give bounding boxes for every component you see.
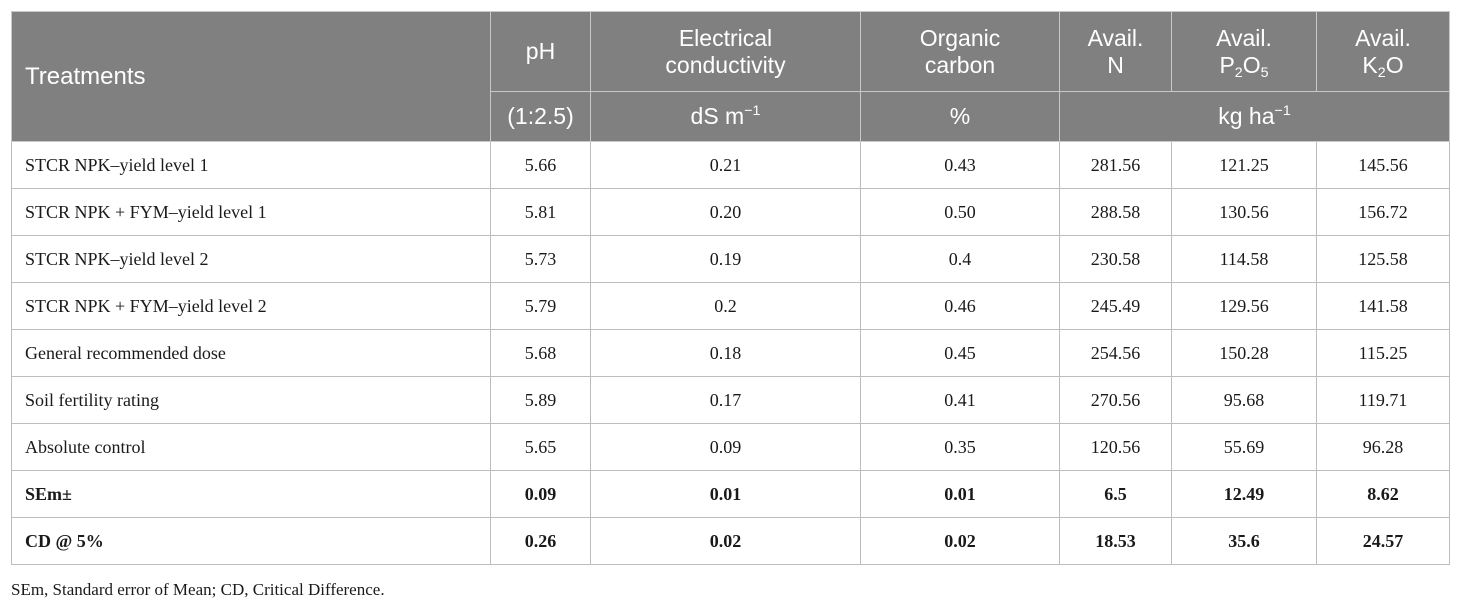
avail-n-line2: N: [1107, 51, 1124, 78]
table-footnote: SEm, Standard error of Mean; CD, Critica…: [11, 580, 385, 599]
cell-avail-p2o5: 95.68: [1171, 376, 1317, 424]
table-row: STCR NPK–yield level 2 5.73 0.19 0.4 230.58 1…: [11, 235, 1450, 283]
cell-avail-k2o: 24.57: [1316, 517, 1450, 565]
cell-oc: 0.43: [860, 141, 1060, 189]
p2o5-formula: P2O5: [1219, 51, 1269, 81]
table-row: SEm± 0.09 0.01 0.01 6.5 12.49 8.62: [11, 470, 1450, 518]
soil-properties-table: Treatments pH Electrical conductivity Or…: [11, 11, 1450, 565]
table-row: STCR NPK–yield level 1 5.66 0.21 0.43 281.56…: [11, 141, 1450, 189]
cell-avail-n: 281.56: [1059, 141, 1172, 189]
cell-ec: 0.20: [590, 188, 861, 236]
cell-avail-n: 230.58: [1059, 235, 1172, 283]
cell-ph: 5.81: [490, 188, 591, 236]
cell-oc: 0.45: [860, 329, 1060, 377]
cell-avail-n: 288.58: [1059, 188, 1172, 236]
cell-treatment: STCR NPK + FYM–yield level 2: [11, 282, 491, 330]
cell-avail-k2o: 145.56: [1316, 141, 1450, 189]
avail-p-line1: Avail.: [1216, 24, 1272, 51]
cell-avail-n: 6.5: [1059, 470, 1172, 518]
cell-avail-p2o5: 35.6: [1171, 517, 1317, 565]
cell-avail-n: 270.56: [1059, 376, 1172, 424]
cell-oc: 0.4: [860, 235, 1060, 283]
cell-ph: 5.89: [490, 376, 591, 424]
cell-avail-p2o5: 114.58: [1171, 235, 1317, 283]
cell-treatment: STCR NPK–yield level 2: [11, 235, 491, 283]
cell-ph: 5.73: [490, 235, 591, 283]
cell-treatment: Soil fertility rating: [11, 376, 491, 424]
table-body: STCR NPK–yield level 1 5.66 0.21 0.43 281.56…: [11, 141, 1450, 565]
cell-avail-k2o: 96.28: [1316, 423, 1450, 471]
cell-avail-p2o5: 121.25: [1171, 141, 1317, 189]
cell-treatment: SEm±: [11, 470, 491, 518]
cell-ec: 0.17: [590, 376, 861, 424]
table-row: Soil fertility rating 5.89 0.17 0.41 270.56 9…: [11, 376, 1450, 424]
col-header-electrical-conductivity: Electrical conductivity: [590, 11, 861, 92]
cell-avail-n: 120.56: [1059, 423, 1172, 471]
cell-treatment: Absolute control: [11, 423, 491, 471]
ec-label-line2: conductivity: [665, 51, 786, 78]
cell-avail-n: 18.53: [1059, 517, 1172, 565]
cell-ec: 0.18: [590, 329, 861, 377]
col-header-organic-carbon: Organic carbon: [860, 11, 1060, 92]
k2o-formula: K2O: [1362, 51, 1404, 81]
cell-avail-k2o: 156.72: [1316, 188, 1450, 236]
cell-avail-k2o: 119.71: [1316, 376, 1450, 424]
table-row: Absolute control 5.65 0.09 0.35 120.56 55.69 9…: [11, 423, 1450, 471]
unit-npk: kg ha−1: [1059, 91, 1450, 142]
col-header-avail-n: Avail. N: [1059, 11, 1172, 92]
cell-treatment: STCR NPK + FYM–yield level 1: [11, 188, 491, 236]
col-header-avail-p2o5: Avail. P2O5: [1171, 11, 1317, 92]
ec-label-line1: Electrical: [678, 24, 773, 51]
cell-avail-p2o5: 129.56: [1171, 282, 1317, 330]
cell-avail-k2o: 141.58: [1316, 282, 1450, 330]
avail-k-line1: Avail.: [1355, 24, 1411, 51]
cell-oc: 0.41: [860, 376, 1060, 424]
header-row-units: (1:2.5) dS m−1 % kg ha−1: [12, 91, 1450, 142]
cell-treatment: CD @ 5%: [11, 517, 491, 565]
cell-treatment: STCR NPK–yield level 1: [11, 141, 491, 189]
cell-ph: 5.68: [490, 329, 591, 377]
cell-ec: 0.21: [590, 141, 861, 189]
cell-ec: 0.09: [590, 423, 861, 471]
unit-oc: %: [860, 91, 1060, 142]
cell-oc: 0.01: [860, 470, 1060, 518]
cell-ec: 0.19: [590, 235, 861, 283]
cell-avail-n: 254.56: [1059, 329, 1172, 377]
cell-avail-k2o: 125.58: [1316, 235, 1450, 283]
cell-avail-k2o: 115.25: [1316, 329, 1450, 377]
table-row: STCR NPK + FYM–yield level 1 5.81 0.20 0.50…: [11, 188, 1450, 236]
cell-avail-k2o: 8.62: [1316, 470, 1450, 518]
col-header-avail-k2o: Avail. K2O: [1316, 11, 1450, 92]
cell-avail-p2o5: 130.56: [1171, 188, 1317, 236]
unit-ph: (1:2.5): [490, 91, 591, 142]
oc-label-line1: Organic: [919, 24, 1001, 51]
cell-ph: 5.65: [490, 423, 591, 471]
cell-oc: 0.50: [860, 188, 1060, 236]
cell-ec: 0.2: [590, 282, 861, 330]
cell-oc: 0.35: [860, 423, 1060, 471]
unit-ec: dS m−1: [590, 91, 861, 142]
header-row-labels: Treatments pH Electrical conductivity Or…: [11, 11, 1450, 142]
cell-ec: 0.02: [590, 517, 861, 565]
cell-oc: 0.02: [860, 517, 1060, 565]
table-row: CD @ 5% 0.26 0.02 0.02 18.53 35.6 24.57: [11, 517, 1450, 565]
table-row: General recommended dose 5.68 0.18 0.45 254.…: [11, 329, 1450, 377]
cell-oc: 0.46: [860, 282, 1060, 330]
cell-treatment: General recommended dose: [11, 329, 491, 377]
cell-avail-p2o5: 150.28: [1171, 329, 1317, 377]
cell-ph: 0.09: [490, 470, 591, 518]
cell-ph: 5.66: [490, 141, 591, 189]
cell-ph: 5.79: [490, 282, 591, 330]
cell-ph: 0.26: [490, 517, 591, 565]
soil-properties-table-container: Treatments pH Electrical conductivity Or…: [11, 11, 1450, 565]
cell-avail-p2o5: 55.69: [1171, 423, 1317, 471]
cell-avail-p2o5: 12.49: [1171, 470, 1317, 518]
col-header-treatments: Treatments: [11, 11, 491, 142]
avail-n-line1: Avail.: [1087, 24, 1144, 51]
cell-avail-n: 245.49: [1059, 282, 1172, 330]
cell-ec: 0.01: [590, 470, 861, 518]
oc-label-line2: carbon: [924, 51, 996, 78]
table-row: STCR NPK + FYM–yield level 2 5.79 0.2 0.46 2…: [11, 282, 1450, 330]
col-header-ph: pH: [490, 11, 591, 92]
